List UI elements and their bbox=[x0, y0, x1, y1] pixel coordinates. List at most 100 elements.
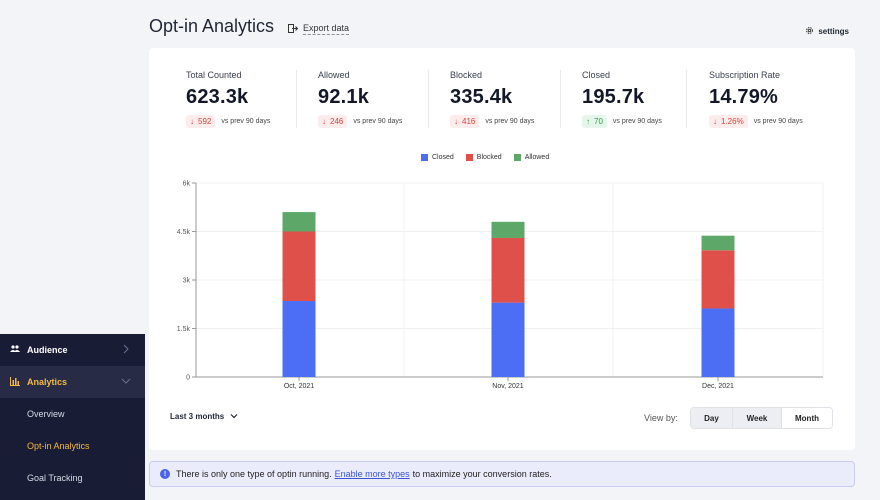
view-week-button[interactable]: Week bbox=[732, 408, 781, 428]
change-value: 1.26% bbox=[721, 117, 744, 126]
date-range-label: Last 3 months bbox=[170, 412, 225, 421]
chevron-right-icon bbox=[121, 344, 131, 354]
sidebar-subitem-overview[interactable]: Overview bbox=[27, 409, 65, 419]
x-tick-label: Dec, 2021 bbox=[702, 383, 734, 390]
y-tick-label: 1.5k bbox=[177, 326, 191, 333]
y-tick-label: 3k bbox=[183, 278, 191, 285]
legend-label: Closed bbox=[432, 154, 454, 161]
y-tick-label: 4.5k bbox=[177, 229, 191, 236]
sidebar-subitem-optin-analytics[interactable]: Opt-in Analytics bbox=[27, 441, 90, 451]
divider bbox=[428, 70, 429, 128]
enable-more-types-link[interactable]: Enable more types bbox=[334, 469, 410, 479]
sidebar-subitem-goal-tracking[interactable]: Goal Tracking bbox=[27, 473, 83, 483]
stat-label: Subscription Rate bbox=[709, 70, 781, 80]
divider bbox=[296, 70, 297, 128]
change-badge: ↓ 416 bbox=[450, 115, 480, 128]
change-badge: ↑ 70 bbox=[582, 115, 607, 128]
settings-button[interactable]: settings bbox=[805, 26, 849, 37]
stat-value: 623.3k bbox=[186, 86, 249, 108]
sidebar-item-label: Audience bbox=[27, 345, 68, 355]
date-range-dropdown[interactable]: Last 3 months bbox=[170, 412, 238, 421]
bar-closed bbox=[701, 308, 735, 377]
arrow-down-icon: ↓ bbox=[713, 117, 717, 126]
stat-value: 14.79% bbox=[709, 86, 779, 108]
page-title: Opt-in Analytics bbox=[149, 16, 275, 36]
view-by-toggle: Day Week Month bbox=[690, 407, 833, 429]
gear-icon bbox=[805, 26, 814, 37]
stat-value: 335.4k bbox=[450, 86, 513, 108]
bar-chart-icon bbox=[10, 376, 22, 388]
view-by-label: View by: bbox=[644, 413, 678, 423]
sidebar: Audience Analytics Overview Opt-in Analy… bbox=[0, 334, 145, 500]
stat-change: ↓ 246 vs prev 90 days bbox=[318, 115, 402, 128]
stat-label: Total Counted bbox=[186, 70, 242, 80]
chevron-down-icon bbox=[230, 412, 238, 421]
change-value: 246 bbox=[330, 117, 344, 126]
bar-blocked bbox=[282, 231, 316, 302]
bar-blocked bbox=[701, 250, 735, 309]
stat-tile: Closed 195.7k ↑ 70 vs prev 90 days bbox=[582, 70, 662, 140]
sidebar-item-label: Analytics bbox=[27, 377, 68, 387]
stacked-bar-chart: 0 1.5k 3k 4.5k 6k Oct, 2021 Nov, 2021 Dec, 2021 bbox=[177, 181, 824, 390]
change-value: 70 bbox=[594, 117, 603, 126]
change-value: 592 bbox=[198, 117, 212, 126]
sidebar-item-analytics[interactable]: Analytics bbox=[0, 366, 145, 398]
stat-change: ↓ 416 vs prev 90 days bbox=[450, 115, 534, 128]
change-badge: ↓ 1.26% bbox=[709, 115, 748, 128]
x-tick-label: Nov, 2021 bbox=[492, 383, 523, 390]
view-month-button[interactable]: Month bbox=[781, 408, 832, 428]
legend-label: Allowed bbox=[524, 154, 550, 161]
stat-label: Closed bbox=[582, 70, 611, 80]
legend-label: Blocked bbox=[476, 154, 502, 161]
compare-text: vs prev 90 days bbox=[353, 118, 403, 125]
legend-swatch bbox=[513, 154, 521, 161]
bar-closed bbox=[491, 302, 525, 377]
stat-label: Blocked bbox=[450, 70, 483, 80]
settings-label: settings bbox=[818, 27, 849, 36]
bar-allowed bbox=[701, 235, 735, 251]
stat-label: Allowed bbox=[318, 70, 350, 80]
legend-item-allowed[interactable]: Allowed bbox=[513, 154, 550, 161]
export-data-button[interactable]: Export data bbox=[288, 23, 350, 35]
compare-text: vs prev 90 days bbox=[221, 118, 271, 125]
legend-item-blocked[interactable]: Blocked bbox=[465, 154, 502, 161]
divider bbox=[686, 70, 687, 128]
stat-tile: Blocked 335.4k ↓ 416 vs prev 90 days bbox=[450, 70, 534, 140]
export-data-label: Export data bbox=[303, 23, 350, 35]
view-day-button[interactable]: Day bbox=[691, 408, 732, 428]
bar-blocked bbox=[491, 237, 525, 303]
chevron-down-icon bbox=[121, 376, 131, 386]
stat-tile: Subscription Rate 14.79% ↓ 1.26% vs prev 90 … bbox=[709, 70, 803, 140]
compare-text: vs prev 90 days bbox=[485, 118, 535, 125]
x-tick-label: Oct, 2021 bbox=[284, 383, 314, 390]
notice-text: There is only one type of optin running. bbox=[176, 469, 332, 479]
bar-allowed bbox=[491, 221, 525, 238]
people-icon bbox=[10, 345, 22, 355]
arrow-down-icon: ↓ bbox=[190, 117, 194, 126]
divider bbox=[560, 70, 561, 128]
bar-closed bbox=[282, 301, 316, 377]
stat-tile: Total Counted 623.3k ↓ 592 vs prev 90 days bbox=[186, 70, 270, 140]
change-value: 416 bbox=[462, 117, 476, 126]
legend-swatch bbox=[421, 154, 428, 161]
notice-text-after: to maximize your conversion rates. bbox=[412, 469, 552, 479]
info-icon: ! bbox=[160, 469, 170, 479]
chart-legend: Closed Blocked Allowed bbox=[421, 154, 549, 161]
stat-value: 92.1k bbox=[318, 86, 370, 108]
compare-text: vs prev 90 days bbox=[612, 118, 662, 125]
y-tick-label: 0 bbox=[186, 375, 190, 382]
sidebar-item-audience[interactable]: Audience bbox=[0, 334, 145, 366]
change-badge: ↓ 592 bbox=[186, 115, 216, 128]
stat-change: ↓ 592 vs prev 90 days bbox=[186, 115, 270, 128]
stat-value: 195.7k bbox=[582, 86, 645, 108]
bar-allowed bbox=[282, 212, 316, 232]
legend-item-closed[interactable]: Closed bbox=[421, 154, 454, 161]
export-icon bbox=[288, 23, 299, 35]
y-tick-label: 6k bbox=[183, 181, 191, 188]
analytics-card: Total Counted 623.3k ↓ 592 vs prev 90 days Al… bbox=[149, 48, 855, 450]
arrow-up-icon: ↑ bbox=[586, 117, 590, 126]
info-notice: ! There is only one type of optin runnin… bbox=[149, 461, 855, 487]
stat-tile: Allowed 92.1k ↓ 246 vs prev 90 days bbox=[318, 70, 402, 140]
legend-swatch bbox=[465, 154, 473, 161]
change-badge: ↓ 246 bbox=[318, 115, 348, 128]
